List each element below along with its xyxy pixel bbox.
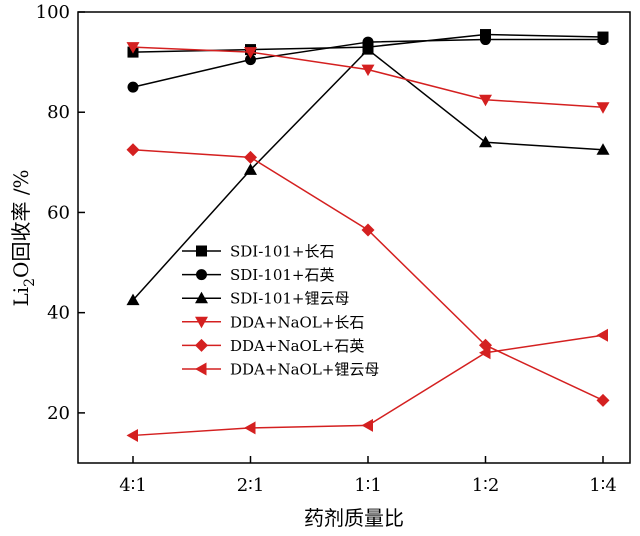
legend-label: DDA+NaOL+长石: [230, 313, 364, 331]
data-point: [479, 94, 492, 107]
data-point: [361, 43, 375, 55]
data-point: [480, 34, 491, 46]
legend-label: SDI-101+石英: [230, 266, 335, 284]
legend: SDI-101+长石 SDI-101+石英 SDI-101+锂云母 DDA+NaOL+…: [182, 243, 379, 379]
data-point: [361, 64, 375, 77]
series-line: [132, 48, 604, 301]
data-point: [126, 293, 140, 306]
data-point: [126, 428, 138, 442]
legend-marker: [195, 362, 207, 376]
data-point: [244, 150, 257, 164]
y-axis-title-sub: 2: [22, 278, 38, 287]
y-axis-title-main: Li: [9, 287, 33, 307]
legend-marker: [195, 316, 208, 329]
series-5: [126, 143, 610, 407]
y-tick-label: 20: [47, 403, 70, 424]
y-tick-label: 60: [47, 202, 70, 223]
series-4: [126, 42, 610, 114]
legend-entry-3: SDI-101+锂云母: [182, 290, 350, 308]
data-point: [126, 143, 140, 157]
data-point: [479, 346, 491, 360]
legend-marker: [195, 291, 208, 304]
data-point: [127, 81, 139, 93]
legend-entry-2: SDI-101+石英: [182, 266, 335, 284]
data-point: [362, 36, 374, 48]
data-point: [596, 143, 610, 155]
data-point: [244, 163, 257, 175]
legend-label: SDI-101+锂云母: [230, 290, 350, 308]
legend-entry-4: DDA+NaOL+长石: [182, 313, 364, 331]
axis-ticks: 20 40 60 80 100 4∶1 2∶1 1∶1 1∶2 1∶4: [36, 2, 617, 496]
legend-label: DDA+NaOL+石英: [230, 337, 364, 355]
series-layer: [126, 29, 610, 442]
data-point: [479, 135, 492, 148]
legend-entry-6: DDA+NaOL+锂云母: [182, 361, 379, 379]
data-point: [244, 47, 257, 59]
series-2: [127, 34, 609, 93]
data-point: [245, 54, 256, 66]
data-point: [596, 102, 610, 114]
legend-marker: [195, 338, 208, 352]
data-point: [244, 421, 256, 435]
data-point: [597, 34, 609, 46]
legend-label: SDI-101+长石: [230, 243, 335, 261]
y-axis-title-rest: O回收率 /%: [9, 169, 33, 278]
plot-frame: [77, 11, 631, 464]
legend-marker: [196, 269, 207, 281]
series-6: [126, 328, 608, 442]
legend-marker: [196, 245, 207, 257]
data-point: [596, 393, 610, 407]
series-3: [126, 43, 610, 306]
x-tick-label: 2∶1: [237, 475, 265, 496]
data-point: [126, 42, 140, 54]
x-tick-label: 1∶2: [472, 475, 500, 496]
y-tick-label: 80: [47, 102, 70, 123]
x-tick-label: 1∶4: [589, 475, 617, 496]
x-tick-label: 4∶1: [119, 475, 147, 496]
data-point: [361, 223, 375, 237]
series-line: [132, 334, 604, 437]
legend-label: DDA+NaOL+锂云母: [230, 361, 379, 379]
x-tick-label: 1∶1: [354, 475, 382, 496]
y-tick-label: 40: [47, 303, 70, 324]
series-line: [132, 46, 604, 108]
legend-entry-1: SDI-101+长石: [182, 243, 335, 261]
data-point: [596, 328, 608, 342]
legend-entry-5: DDA+NaOL+石英: [182, 337, 364, 355]
y-tick-label: 100: [36, 2, 70, 23]
y-axis-title: Li2O回收率 /%: [9, 169, 38, 306]
x-axis-title: 药剂质量比: [304, 506, 404, 530]
data-point: [361, 418, 373, 432]
